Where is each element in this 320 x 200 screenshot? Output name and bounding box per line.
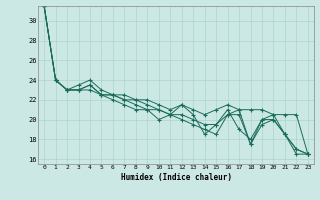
X-axis label: Humidex (Indice chaleur): Humidex (Indice chaleur)	[121, 173, 231, 182]
